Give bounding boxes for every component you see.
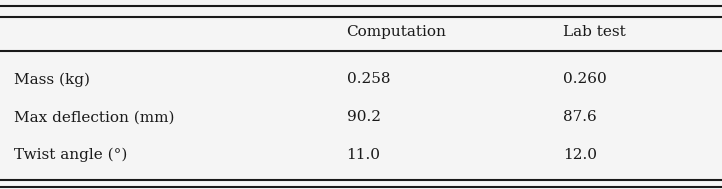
- Text: Twist angle (°): Twist angle (°): [14, 148, 128, 162]
- Text: Max deflection (mm): Max deflection (mm): [14, 110, 175, 124]
- Text: 11.0: 11.0: [347, 148, 380, 162]
- Text: 12.0: 12.0: [563, 148, 597, 162]
- Text: 0.260: 0.260: [563, 72, 607, 86]
- Text: Mass (kg): Mass (kg): [14, 72, 90, 87]
- Text: 87.6: 87.6: [563, 110, 597, 124]
- Text: 90.2: 90.2: [347, 110, 380, 124]
- Text: 0.258: 0.258: [347, 72, 390, 86]
- Text: Computation: Computation: [347, 25, 446, 39]
- Text: Lab test: Lab test: [563, 25, 626, 39]
